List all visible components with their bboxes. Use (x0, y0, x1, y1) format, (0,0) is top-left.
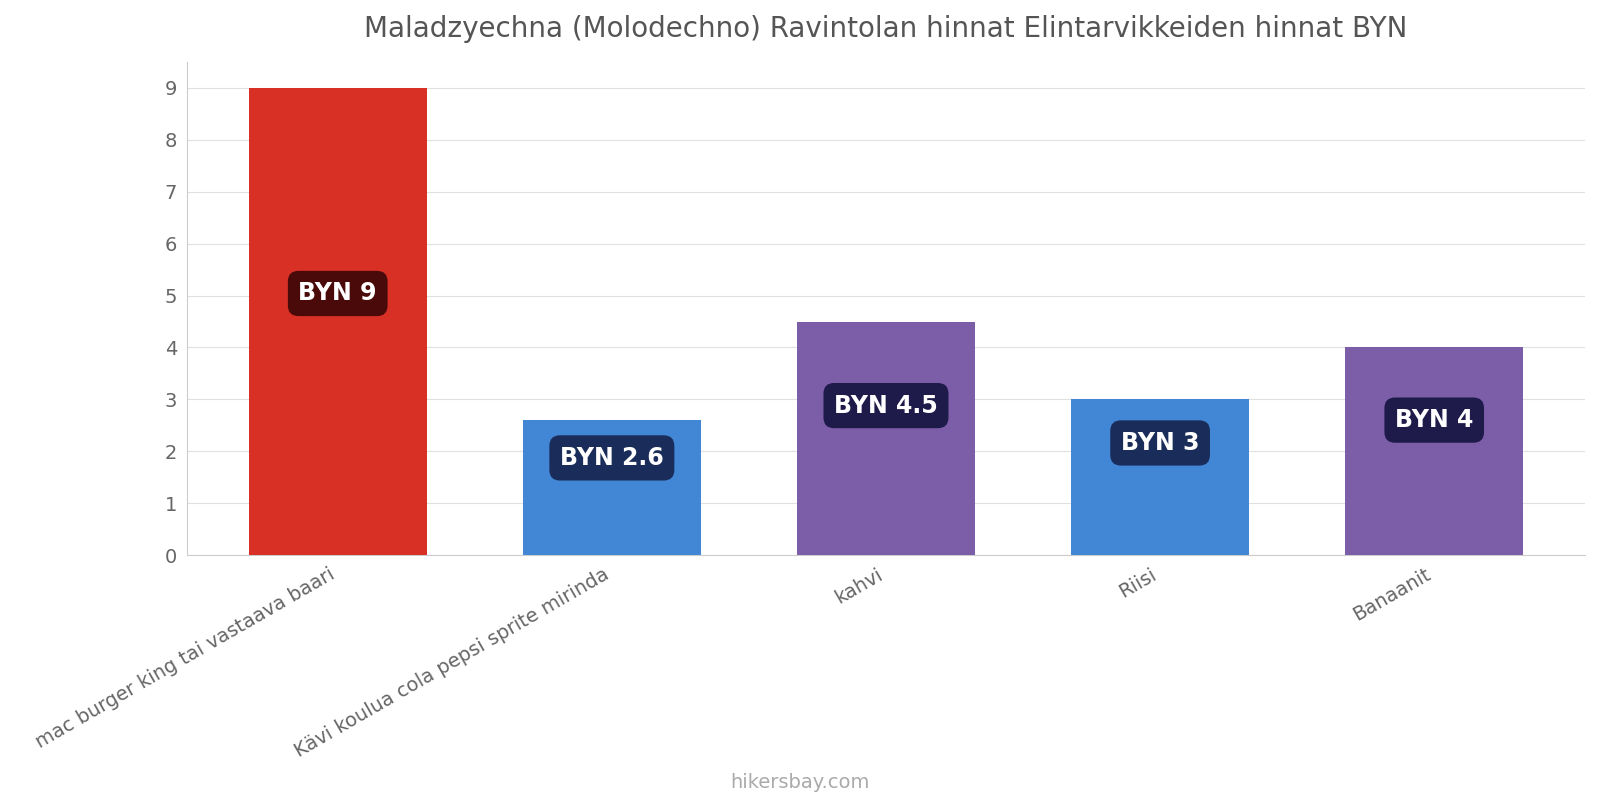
Text: BYN 2.6: BYN 2.6 (560, 446, 664, 470)
Text: BYN 3: BYN 3 (1122, 431, 1200, 455)
Text: BYN 9: BYN 9 (299, 282, 378, 306)
Bar (1070, 399, 1250, 555)
Bar (1346, 347, 1523, 555)
Text: hikersbay.com: hikersbay.com (730, 773, 870, 792)
Text: BYN 4: BYN 4 (1395, 408, 1474, 432)
Bar (248, 88, 427, 555)
Bar (523, 420, 701, 555)
Bar (797, 322, 974, 555)
Title: Maladzyechna (Molodechno) Ravintolan hinnat Elintarvikkeiden hinnat BYN: Maladzyechna (Molodechno) Ravintolan hin… (365, 15, 1408, 43)
Text: BYN 4.5: BYN 4.5 (834, 394, 938, 418)
